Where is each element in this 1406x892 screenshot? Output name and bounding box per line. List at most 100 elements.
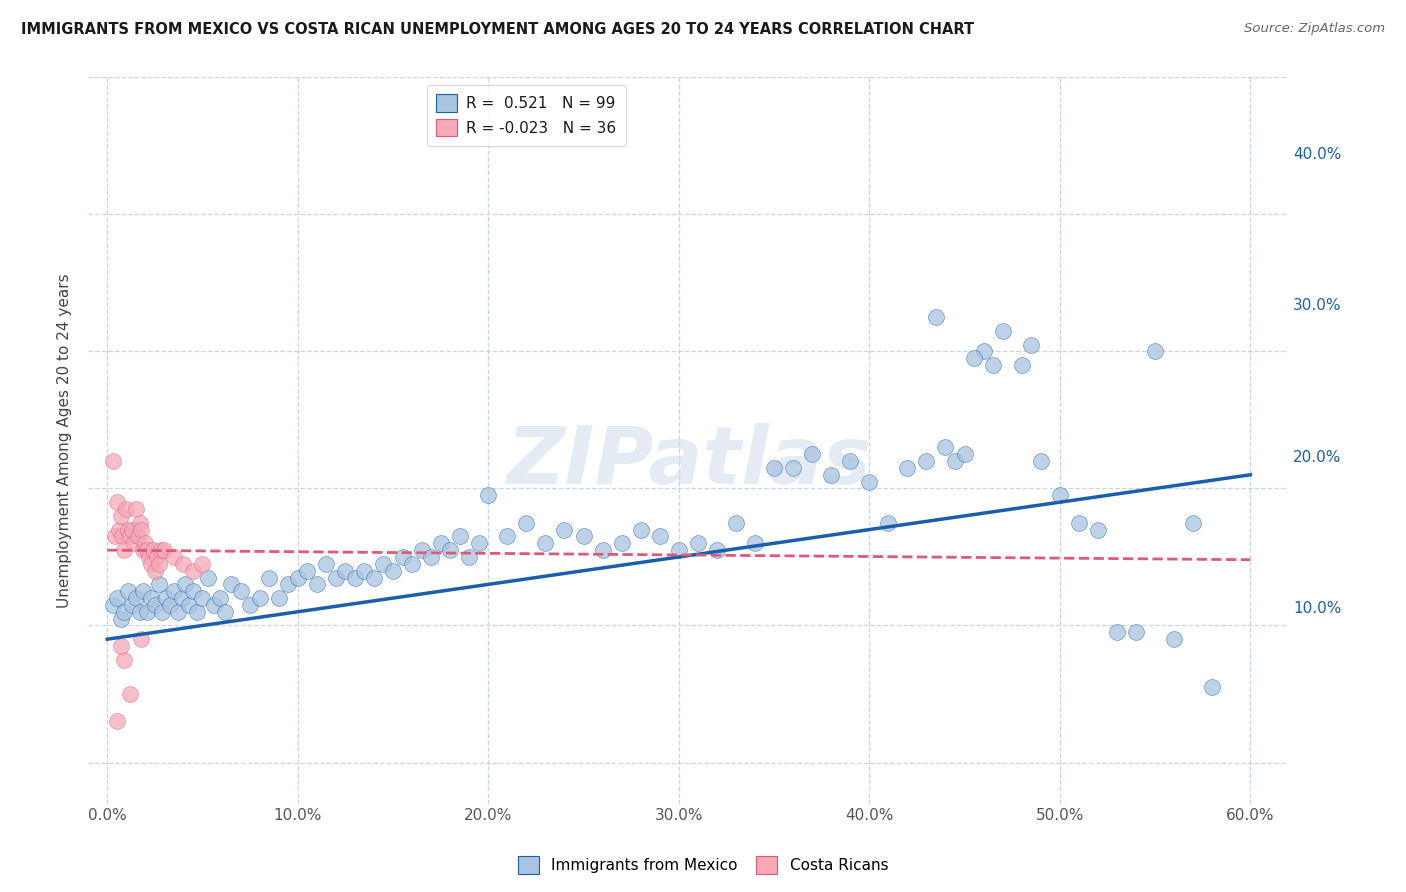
- Point: [128, 516, 150, 530]
- Point: [373, 557, 395, 571]
- Point: [121, 598, 143, 612]
- Point: [149, 543, 172, 558]
- Point: [136, 605, 159, 619]
- Text: IMMIGRANTS FROM MEXICO VS COSTA RICAN UNEMPLOYMENT AMONG AGES 20 TO 24 YEARS COR: IMMIGRANTS FROM MEXICO VS COSTA RICAN UN…: [21, 22, 974, 37]
- Point: [1182, 516, 1205, 530]
- Point: [138, 549, 160, 564]
- Point: [172, 557, 194, 571]
- Point: [191, 557, 214, 571]
- Point: [477, 488, 499, 502]
- Point: [1087, 523, 1109, 537]
- Point: [782, 461, 804, 475]
- Point: [101, 598, 124, 612]
- Point: [325, 570, 347, 584]
- Y-axis label: Unemployment Among Ages 20 to 24 years: Unemployment Among Ages 20 to 24 years: [58, 273, 72, 607]
- Point: [136, 543, 159, 558]
- Point: [335, 564, 357, 578]
- Point: [277, 577, 299, 591]
- Point: [877, 516, 900, 530]
- Point: [134, 536, 156, 550]
- Point: [132, 584, 155, 599]
- Point: [839, 454, 862, 468]
- Point: [105, 714, 128, 729]
- Point: [467, 536, 489, 550]
- Point: [534, 536, 557, 550]
- Point: [112, 653, 135, 667]
- Point: [105, 495, 128, 509]
- Point: [1144, 344, 1167, 359]
- Point: [142, 543, 165, 558]
- Point: [120, 687, 142, 701]
- Point: [592, 543, 614, 558]
- Point: [112, 605, 135, 619]
- Point: [197, 570, 219, 584]
- Point: [315, 557, 337, 571]
- Point: [143, 598, 166, 612]
- Point: [515, 516, 537, 530]
- Point: [110, 639, 132, 653]
- Point: [132, 543, 155, 558]
- Point: [179, 598, 201, 612]
- Point: [155, 591, 177, 606]
- Point: [131, 632, 153, 647]
- Point: [163, 549, 186, 564]
- Point: [981, 358, 1004, 372]
- Point: [125, 591, 148, 606]
- Point: [110, 612, 132, 626]
- Point: [934, 441, 956, 455]
- Point: [449, 529, 471, 543]
- Point: [1019, 337, 1042, 351]
- Point: [401, 557, 423, 571]
- Point: [117, 584, 139, 599]
- Point: [1105, 625, 1128, 640]
- Point: [382, 564, 405, 578]
- Point: [297, 564, 319, 578]
- Point: [744, 536, 766, 550]
- Point: [686, 536, 709, 550]
- Point: [139, 557, 162, 571]
- Point: [125, 502, 148, 516]
- Point: [110, 508, 132, 523]
- Point: [148, 557, 170, 571]
- Point: [104, 529, 127, 543]
- Point: [391, 549, 413, 564]
- Point: [1011, 358, 1033, 372]
- Point: [127, 529, 149, 543]
- Point: [963, 351, 986, 366]
- Point: [163, 584, 186, 599]
- Point: [153, 543, 176, 558]
- Point: [353, 564, 375, 578]
- Point: [1067, 516, 1090, 530]
- Point: [112, 543, 135, 558]
- Legend: R =  0.521   N = 99, R = -0.023   N = 36: R = 0.521 N = 99, R = -0.023 N = 36: [427, 85, 626, 145]
- Point: [630, 523, 652, 537]
- Point: [229, 584, 252, 599]
- Point: [1029, 454, 1052, 468]
- Point: [181, 584, 204, 599]
- Point: [105, 591, 128, 606]
- Point: [148, 577, 170, 591]
- Point: [191, 591, 214, 606]
- Point: [572, 529, 595, 543]
- Point: [214, 605, 236, 619]
- Point: [166, 605, 188, 619]
- Point: [152, 605, 174, 619]
- Point: [429, 536, 451, 550]
- Point: [219, 577, 242, 591]
- Point: [287, 570, 309, 584]
- Point: [915, 454, 938, 468]
- Point: [143, 564, 166, 578]
- Point: [120, 529, 142, 543]
- Point: [139, 591, 162, 606]
- Point: [181, 564, 204, 578]
- Point: [128, 605, 150, 619]
- Point: [763, 461, 786, 475]
- Point: [202, 598, 225, 612]
- Point: [249, 591, 271, 606]
- Point: [170, 591, 193, 606]
- Point: [363, 570, 385, 584]
- Point: [107, 523, 129, 537]
- Point: [267, 591, 290, 606]
- Point: [305, 577, 328, 591]
- Point: [991, 324, 1014, 338]
